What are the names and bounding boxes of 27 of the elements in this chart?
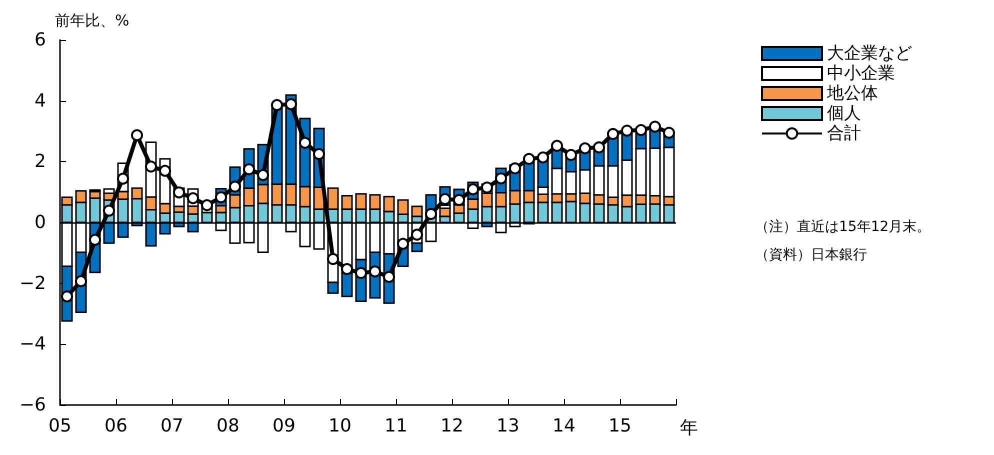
x-tick-label: 08	[216, 416, 240, 436]
text: （注）直近は15年12月末。	[755, 219, 931, 235]
x-tick-label: 05	[48, 416, 72, 436]
legend-label: 合計	[827, 124, 861, 144]
y-tick-label: −6	[19, 394, 46, 416]
x-tick-label: 07	[160, 416, 184, 436]
legend-label: 中小企業	[827, 64, 895, 84]
y-tick-label: −2	[19, 272, 46, 294]
x-tick-label: 09	[272, 416, 296, 436]
x-tick-label: 10	[328, 416, 352, 436]
y-axis-title: 前年比、%	[55, 12, 130, 30]
x-tick-label: 14	[552, 416, 576, 436]
x-tick-label: 13	[496, 416, 520, 436]
x-tick-label: 11	[384, 416, 408, 436]
x-axis-title: 年	[680, 418, 698, 438]
legend-label: 個人	[827, 104, 861, 124]
x-tick-label: 12	[440, 416, 464, 436]
y-tick-label: 2	[34, 151, 46, 172]
x-tick-label: 06	[104, 416, 128, 436]
legend-label: 大企業など	[827, 44, 912, 64]
x-tick-label: 15	[608, 416, 632, 436]
y-tick-label: −4	[19, 334, 46, 355]
text: （資料）日本銀行	[755, 247, 867, 263]
y-tick-label: 6	[34, 30, 46, 50]
y-tick-label: 4	[34, 90, 46, 112]
y-tick-label: 0	[34, 212, 46, 233]
legend-label: 地公体	[826, 84, 878, 104]
